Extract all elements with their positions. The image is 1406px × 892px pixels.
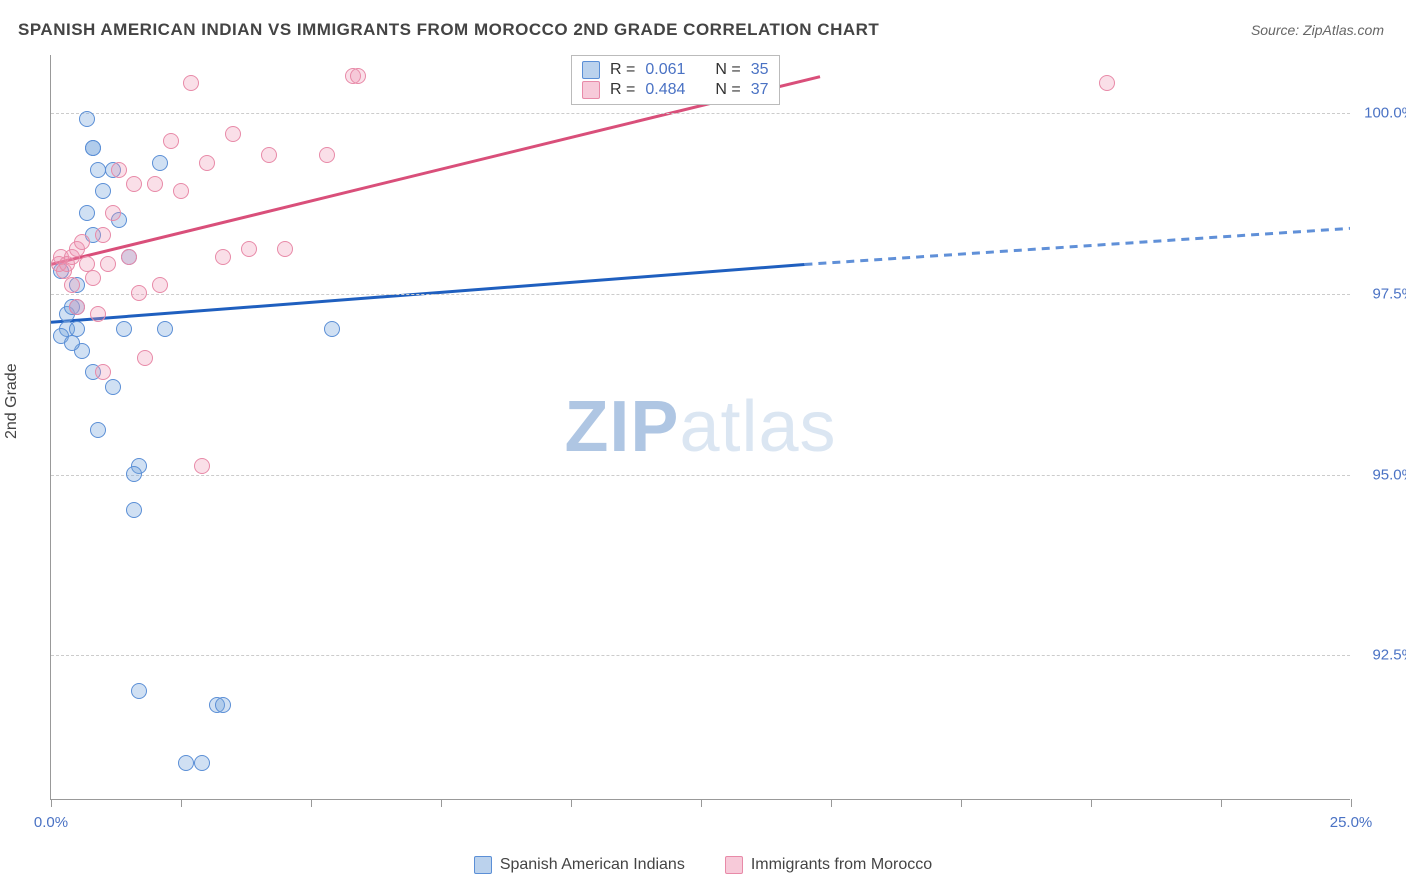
data-point — [100, 256, 116, 272]
data-point — [64, 277, 80, 293]
data-point — [111, 162, 127, 178]
legend-item: Spanish American Indians — [474, 856, 685, 874]
data-point — [85, 270, 101, 286]
x-tick — [51, 799, 52, 807]
y-axis-label: 2nd Grade — [3, 363, 21, 439]
data-point — [215, 697, 231, 713]
data-point — [152, 277, 168, 293]
series-legend: Spanish American Indians Immigrants from… — [0, 856, 1406, 874]
data-point — [261, 147, 277, 163]
data-point — [121, 249, 137, 265]
watermark: ZIPatlas — [564, 386, 836, 468]
stat-n-label: N = — [715, 81, 740, 99]
watermark-zip: ZIP — [564, 387, 679, 467]
data-point — [85, 140, 101, 156]
data-point — [126, 502, 142, 518]
correlation-chart: SPANISH AMERICAN INDIAN VS IMMIGRANTS FR… — [0, 0, 1406, 892]
data-point — [173, 183, 189, 199]
x-tick — [961, 799, 962, 807]
data-point — [90, 306, 106, 322]
data-point — [183, 75, 199, 91]
legend-label: Spanish American Indians — [500, 856, 685, 874]
x-tick-label: 25.0% — [1330, 814, 1373, 831]
data-point — [79, 111, 95, 127]
data-point — [105, 205, 121, 221]
data-point — [137, 350, 153, 366]
data-point — [225, 126, 241, 142]
legend-item: Immigrants from Morocco — [725, 856, 932, 874]
data-point — [277, 241, 293, 257]
data-point — [350, 68, 366, 84]
x-tick — [1351, 799, 1352, 807]
y-tick-label: 95.0% — [1372, 466, 1406, 483]
data-point — [215, 249, 231, 265]
x-tick-label: 0.0% — [34, 814, 68, 831]
data-point — [157, 321, 173, 337]
trend-lines — [51, 55, 1350, 799]
legend-swatch — [582, 81, 600, 99]
stat-n-label: N = — [715, 61, 740, 79]
data-point — [105, 379, 121, 395]
stat-r-value: 0.061 — [645, 61, 685, 79]
legend-swatch — [474, 856, 492, 874]
chart-source: Source: ZipAtlas.com — [1251, 22, 1384, 38]
data-point — [178, 755, 194, 771]
stat-r-value: 0.484 — [645, 81, 685, 99]
gridline-h — [51, 113, 1350, 114]
legend-label: Immigrants from Morocco — [751, 856, 932, 874]
stat-r-label: R = — [610, 61, 635, 79]
data-point — [199, 155, 215, 171]
data-point — [95, 227, 111, 243]
y-tick-label: 97.5% — [1372, 285, 1406, 302]
stats-row: R = 0.484 N = 37 — [582, 80, 769, 100]
data-point — [90, 162, 106, 178]
data-point — [131, 683, 147, 699]
data-point — [126, 466, 142, 482]
x-tick — [181, 799, 182, 807]
data-point — [163, 133, 179, 149]
data-point — [126, 176, 142, 192]
stats-row: R = 0.061 N = 35 — [582, 60, 769, 80]
x-tick — [441, 799, 442, 807]
legend-swatch — [582, 61, 600, 79]
data-point — [1099, 75, 1115, 91]
data-point — [74, 234, 90, 250]
data-point — [95, 364, 111, 380]
data-point — [79, 205, 95, 221]
data-point — [194, 755, 210, 771]
x-tick — [701, 799, 702, 807]
gridline-h — [51, 294, 1350, 295]
y-tick-label: 100.0% — [1364, 104, 1406, 121]
x-tick — [311, 799, 312, 807]
data-point — [90, 422, 106, 438]
x-tick — [1221, 799, 1222, 807]
data-point — [131, 285, 147, 301]
y-tick-label: 92.5% — [1372, 647, 1406, 664]
gridline-h — [51, 475, 1350, 476]
watermark-atlas: atlas — [679, 387, 836, 467]
x-tick — [1091, 799, 1092, 807]
plot-area: ZIPatlas R = 0.061 N = 35 R = 0.484 N = … — [50, 55, 1350, 800]
stat-r-label: R = — [610, 81, 635, 99]
data-point — [194, 458, 210, 474]
data-point — [69, 299, 85, 315]
data-point — [147, 176, 163, 192]
data-point — [116, 321, 132, 337]
chart-title: SPANISH AMERICAN INDIAN VS IMMIGRANTS FR… — [18, 20, 879, 40]
data-point — [319, 147, 335, 163]
stat-n-value: 37 — [751, 81, 769, 99]
data-point — [241, 241, 257, 257]
x-tick — [831, 799, 832, 807]
x-tick — [571, 799, 572, 807]
data-point — [324, 321, 340, 337]
legend-swatch — [725, 856, 743, 874]
gridline-h — [51, 655, 1350, 656]
data-point — [152, 155, 168, 171]
data-point — [64, 335, 80, 351]
stat-n-value: 35 — [751, 61, 769, 79]
data-point — [95, 183, 111, 199]
stats-legend-box: R = 0.061 N = 35 R = 0.484 N = 37 — [571, 55, 780, 105]
